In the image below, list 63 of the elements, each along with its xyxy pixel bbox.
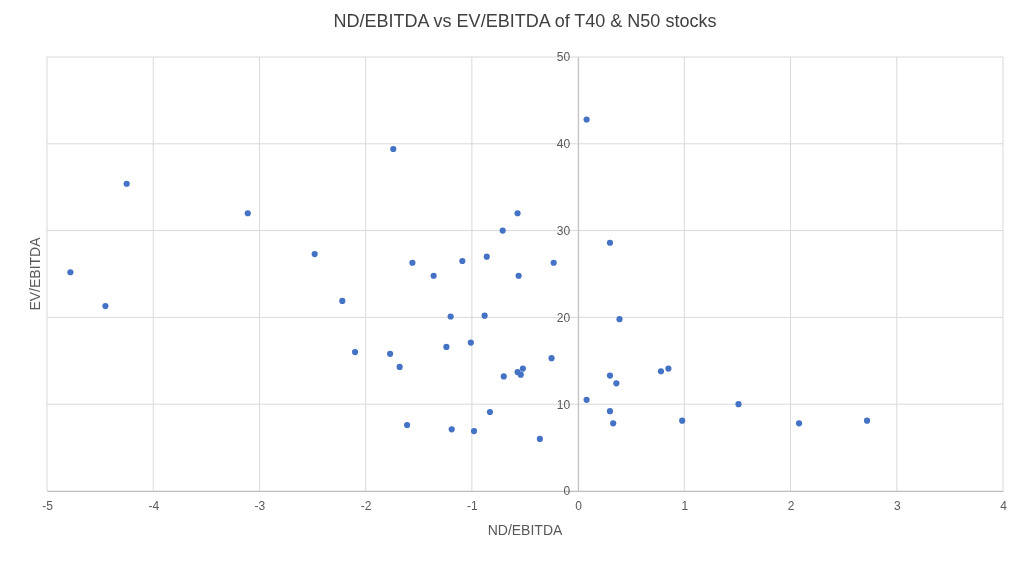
x-tick-label: -2 [360,498,372,513]
point [613,380,620,387]
point [459,257,466,265]
point [795,420,803,427]
x-tick-label: -3 [254,498,266,513]
point [390,145,397,153]
chart-title: ND/EBITDA vs EV/EBITDA of T40 & N50 stocks [333,11,717,31]
point [486,408,494,416]
point [679,417,686,424]
x-tick-label: 0 [575,498,583,513]
x-tick-label: 1 [681,498,689,513]
y-tick-label: 40 [556,137,571,152]
point [548,355,555,362]
x-tick-label: 3 [893,498,901,513]
point [339,297,346,304]
point [499,227,506,234]
x-tick-label: -1 [467,498,479,513]
point [536,435,543,442]
point [470,428,478,435]
point [447,313,454,320]
point [409,259,416,266]
point [519,365,526,372]
point [244,210,251,217]
point [606,408,614,415]
point [311,250,318,258]
point [606,239,614,246]
point [67,269,74,276]
x-tick-label: 2 [787,498,795,513]
point [665,365,672,372]
point [448,426,455,433]
x-tick-label: -5 [42,498,54,513]
point [657,368,665,375]
point [514,210,521,217]
y-axis-title: EV/EBITDA [27,236,43,311]
y-tick-label: 10 [556,397,571,412]
point [583,396,590,403]
point [583,116,590,123]
point [481,312,488,319]
point [443,343,450,350]
point [735,401,742,408]
point [550,259,557,266]
point [467,339,474,346]
y-tick-label: 30 [556,223,571,238]
point [387,350,394,357]
point [102,303,109,310]
x-tick-label: 4 [1000,498,1008,513]
point [515,272,522,279]
x-tick-label: -4 [148,498,160,513]
point [351,349,359,356]
point [123,180,130,187]
point [606,372,614,379]
y-tick-label: 0 [563,484,571,499]
y-tick-label: 20 [556,310,571,325]
point [404,421,411,429]
x-axis-title: ND/EBITDA [487,522,563,538]
y-tick-label: 50 [556,50,571,65]
point [500,373,507,380]
point [616,316,623,323]
point [430,272,437,279]
point [396,363,403,370]
point [483,253,490,260]
point [863,417,871,424]
point [610,420,617,427]
